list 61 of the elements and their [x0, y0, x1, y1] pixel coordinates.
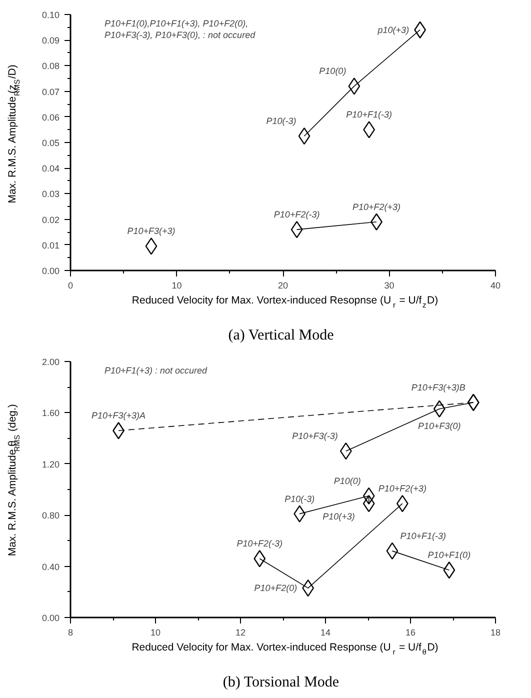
text: (b) Torsional Mode — [222, 674, 340, 690]
point — [298, 128, 310, 145]
point — [443, 562, 456, 579]
x-tick-label: 12 — [235, 628, 246, 638]
y-tick-label: 0.07 — [42, 86, 60, 97]
text: (a) Vertical Mode — [228, 328, 334, 344]
point — [362, 487, 375, 504]
y-tick-label: 0.03 — [42, 189, 60, 200]
y-tick-label: 0.09 — [42, 36, 60, 46]
x-tick-label: 18 — [490, 628, 501, 638]
annotation: P10+F2(-3) — [236, 538, 283, 549]
point — [340, 442, 352, 460]
x-tick-label: 20 — [278, 280, 288, 290]
y-tick-label: 1.20 — [42, 459, 60, 470]
x-tick-label: 14 — [320, 628, 331, 638]
annotation: p10(+3) — [376, 24, 410, 35]
y-tick-label: 0.80 — [42, 510, 60, 521]
y-tick-label: 0.10 — [42, 10, 60, 20]
y-tick-label: 0.00 — [42, 266, 60, 276]
annotation: P10+F1(0),P10+F1(+3), P10+F2(0), — [104, 18, 248, 28]
annotation: P10+F3(+3)A — [92, 410, 146, 421]
y-tick-label: 0.40 — [42, 562, 60, 572]
y-tick-label: 0.05 — [42, 138, 60, 148]
x-tick-label: 40 — [490, 280, 501, 290]
annotation: P10(0) — [319, 66, 346, 76]
annotation: P10+F2(+3) — [378, 484, 426, 494]
point — [254, 550, 266, 568]
y-tick-label: 1.60 — [42, 408, 60, 418]
annotation: P10+F3(-3) — [292, 431, 338, 442]
annotation: P10+F2(+3) — [352, 202, 401, 212]
annotation: P10+F3(+3)B — [411, 382, 466, 392]
annotation: P10+F2(0) — [254, 583, 298, 594]
point — [145, 238, 158, 255]
y-tick-label: 0.02 — [42, 214, 60, 225]
annotation: P10+F1(-3) — [400, 530, 446, 541]
x-tick-label: 0 — [68, 280, 74, 290]
x-tick-label: 30 — [384, 280, 394, 290]
y-tick-label: 0.06 — [42, 112, 60, 122]
annotation: P10+F3(+3) — [127, 226, 176, 236]
x-tick-label: 8 — [68, 628, 74, 638]
annotation: P10(-3) — [284, 494, 315, 504]
x-tick-label: 16 — [405, 628, 416, 638]
point — [294, 505, 306, 522]
point — [433, 400, 446, 418]
x-tick-label: 10 — [150, 628, 161, 638]
annotation: P10+F3(0) — [418, 420, 461, 431]
annotation: P10(-3) — [266, 116, 296, 126]
annotation: P10+F1(0) — [428, 550, 471, 560]
y-tick-label: 0.01 — [42, 240, 60, 250]
y-tick-label: 0.08 — [42, 61, 60, 72]
annotation: P10+F3(-3), P10+F3(0), : not occured — [104, 30, 256, 40]
point — [348, 78, 360, 95]
y-tick-label: 0.00 — [42, 613, 60, 623]
annotation: P10+F2(-3) — [274, 210, 320, 220]
annotation: P10(+3) — [322, 512, 355, 522]
annotation: P10+F1(+3) : not occured — [104, 366, 208, 376]
annotation: P10+F1(-3) — [346, 110, 392, 120]
annotation: P10(0) — [334, 476, 361, 486]
y-tick-label: 0.04 — [42, 164, 60, 174]
x-tick-label: 10 — [172, 280, 182, 290]
y-tick-label: 2.00 — [42, 357, 60, 367]
